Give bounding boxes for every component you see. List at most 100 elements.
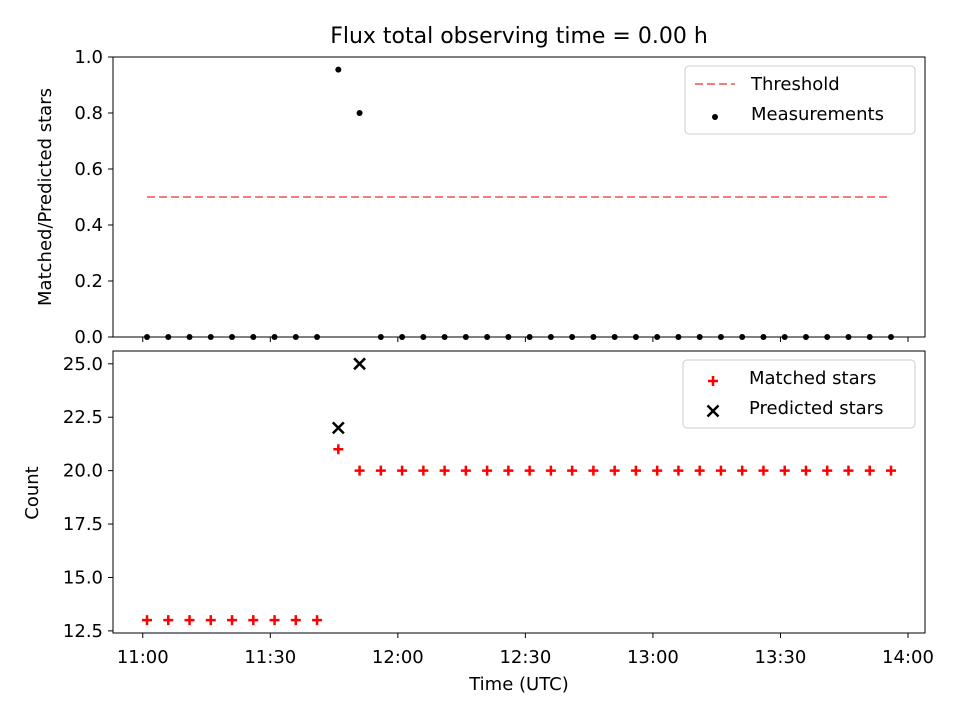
bottom-plot-frame xyxy=(112,350,926,634)
top-y-tick-label: 1.0 xyxy=(74,47,103,68)
matched-stars-point xyxy=(758,465,769,476)
matched-stars-point xyxy=(694,465,705,476)
measurements-point xyxy=(760,334,767,340)
matched-stars-point xyxy=(843,465,854,476)
measurements-point xyxy=(654,334,661,340)
matched-stars-point xyxy=(800,465,811,476)
bottom-y-tick-label: 12.5 xyxy=(63,621,103,642)
x-tick-label: 11:00 xyxy=(117,647,169,668)
measurements-point xyxy=(696,334,703,340)
top-y-tick-label: 0.4 xyxy=(74,215,103,236)
predicted-stars-point xyxy=(353,357,366,371)
measurements-point xyxy=(420,334,427,340)
matched-stars-point xyxy=(588,465,599,476)
top-plot: 0.0 0.2 0.4 0.6 0.8 1.0 Threshold Measurements xyxy=(74,47,926,348)
matched-stars-point xyxy=(822,465,833,476)
matched-stars-point xyxy=(439,465,450,476)
measurements-point xyxy=(144,334,151,340)
bottom-plot: 12.5 15.0 17.5 20.0 22.5 25.0 11:00 11:30 12:00 1… xyxy=(63,350,934,668)
matched-stars-point xyxy=(545,465,556,476)
x-tick-label: 12:00 xyxy=(372,647,424,668)
bottom-y-tick-label: 15.0 xyxy=(63,567,103,588)
bottom-y-tick-label: 22.5 xyxy=(63,407,103,428)
matched-stars-point xyxy=(184,615,195,626)
matched-stars-point xyxy=(312,615,323,626)
matched-stars-point xyxy=(567,465,578,476)
matched-stars-point xyxy=(524,465,535,476)
top-plot-frame xyxy=(112,56,926,338)
matched-stars-point xyxy=(609,465,620,476)
matched-stars-point xyxy=(503,465,514,476)
measurements-point xyxy=(314,334,321,340)
bottom-y-axis-label: Count xyxy=(22,466,43,519)
matched-stars-point xyxy=(248,615,259,626)
x-tick-label: 13:00 xyxy=(627,647,679,668)
matched-stars-point xyxy=(227,615,238,626)
measurements-point xyxy=(484,334,491,340)
matched-stars-point xyxy=(269,615,280,626)
x-tick-label: 14:00 xyxy=(882,647,934,668)
matched-stars-point xyxy=(630,465,641,476)
measurements-point xyxy=(866,334,873,340)
measurements-point xyxy=(292,334,299,340)
measurements-point xyxy=(271,334,278,340)
measurements-point xyxy=(802,334,809,340)
top-legend-box xyxy=(684,65,916,135)
matched-stars-point xyxy=(397,465,408,476)
matched-stars-point xyxy=(673,465,684,476)
x-tick-label: 13:30 xyxy=(755,647,807,668)
matched-stars-point xyxy=(354,465,365,476)
measurements-point xyxy=(356,110,363,116)
measurements-point xyxy=(399,334,406,340)
legend-marker-predicted-stars xyxy=(706,404,720,418)
measurements-point xyxy=(887,334,894,340)
top-y-tick-label: 0.8 xyxy=(74,103,103,124)
matched-stars-point xyxy=(737,465,748,476)
measurements-point xyxy=(845,334,852,340)
measurements-point xyxy=(377,334,384,340)
bottom-y-tick-label: 20.0 xyxy=(63,461,103,482)
matched-stars-point xyxy=(482,465,493,476)
matched-stars-point xyxy=(163,615,174,626)
matched-stars-point xyxy=(205,615,216,626)
matched-stars-point xyxy=(779,465,790,476)
measurements-point xyxy=(611,334,618,340)
x-tick-label: 12:30 xyxy=(499,647,551,668)
matched-stars-point xyxy=(460,465,471,476)
measurements-point xyxy=(717,334,724,340)
matched-stars-point xyxy=(652,465,663,476)
bottom-y-tick-label: 17.5 xyxy=(63,514,103,535)
measurements-point xyxy=(186,334,193,340)
measurements-point xyxy=(250,334,257,340)
bottom-y-tick-label: 25.0 xyxy=(63,354,103,375)
legend-label-measurements: Measurements xyxy=(751,104,884,125)
measurements-point xyxy=(632,334,639,340)
matched-stars-point xyxy=(418,465,429,476)
measurements-point xyxy=(739,334,746,340)
top-y-tick-label: 0.2 xyxy=(74,271,103,292)
measurements-point xyxy=(781,334,788,340)
top-y-tick-label: 0.6 xyxy=(74,159,103,180)
matched-stars-point xyxy=(333,444,344,455)
matched-stars-point xyxy=(715,465,726,476)
measurements-point xyxy=(335,66,342,73)
x-tick-label: 11:30 xyxy=(244,647,296,668)
measurements-point xyxy=(526,334,533,340)
matched-stars-point xyxy=(885,465,896,476)
top-y-tick-label: 0.0 xyxy=(74,327,103,348)
legend-label-threshold: Threshold xyxy=(750,74,840,95)
measurements-point xyxy=(505,334,512,340)
predicted-stars-point xyxy=(331,421,345,435)
measurements-point xyxy=(441,334,448,340)
measurements-point xyxy=(462,334,469,340)
legend-marker-matched-stars xyxy=(708,376,718,386)
measurements-point xyxy=(824,334,831,340)
measurements-point xyxy=(229,334,236,340)
measurements-point xyxy=(165,334,172,340)
legend-label-predicted-stars: Predicted stars xyxy=(749,398,883,419)
top-y-axis-label: Matched/Predicted stars xyxy=(35,88,56,306)
measurements-point xyxy=(569,334,576,340)
legend-label-matched-stars: Matched stars xyxy=(749,368,876,389)
